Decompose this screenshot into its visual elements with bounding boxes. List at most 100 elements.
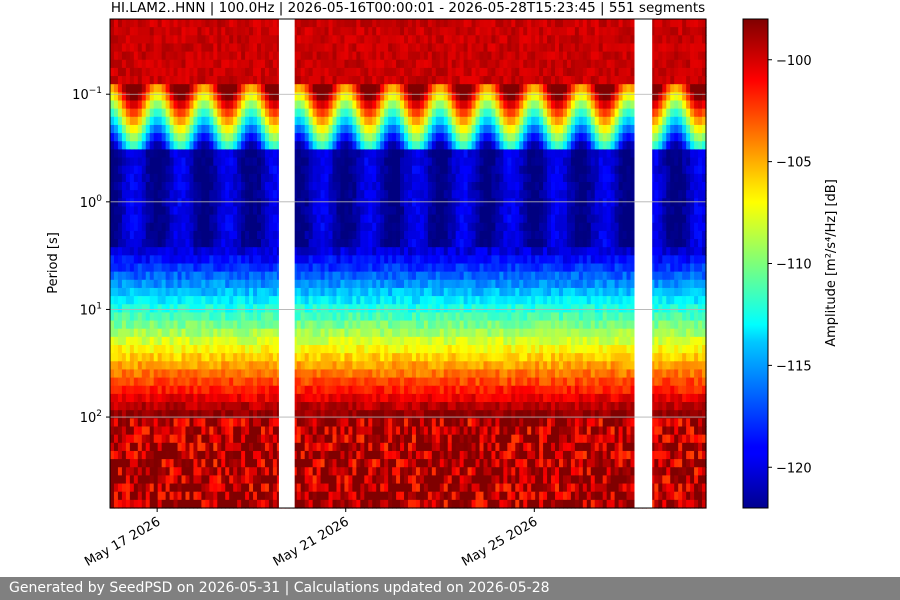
heatmap-cell: [161, 230, 167, 240]
heatmap-cell: [690, 239, 695, 248]
heatmap-cell: [141, 157, 147, 167]
heatmap-cell: [296, 51, 302, 61]
heatmap-cell: [483, 108, 489, 118]
heatmap-cell: [149, 100, 155, 110]
heatmap-cell: [292, 165, 298, 175]
heatmap-cell: [217, 173, 222, 183]
heatmap-cell: [527, 92, 532, 102]
heatmap-cell: [566, 27, 572, 36]
heatmap-cell: [117, 19, 123, 28]
heatmap-cell: [253, 67, 258, 77]
heatmap-cell: [133, 287, 139, 297]
heatmap-cell: [237, 182, 242, 191]
heatmap-cell: [332, 19, 338, 28]
heatmap-cell: [388, 173, 393, 183]
heatmap-cell: [686, 76, 691, 85]
heatmap-cell: [392, 100, 397, 110]
heatmap-cell: [539, 67, 544, 77]
heatmap-cell: [149, 108, 155, 118]
heatmap-cell: [562, 263, 568, 273]
heatmap-cell: [348, 198, 353, 208]
heatmap-cell: [427, 27, 433, 36]
heatmap-cell: [113, 100, 119, 110]
heatmap-cell: [666, 100, 671, 110]
heatmap-cell: [682, 108, 687, 118]
heatmap-cell: [491, 59, 497, 69]
heatmap-cell: [308, 271, 314, 281]
heatmap-cell: [372, 124, 377, 134]
heatmap-cell: [312, 157, 318, 167]
heatmap-cell: [447, 100, 453, 110]
heatmap-cell: [491, 19, 497, 28]
heatmap-cell: [666, 173, 671, 183]
heatmap-cell: [233, 255, 238, 265]
heatmap-cell: [141, 108, 147, 118]
heatmap-cell: [400, 271, 405, 281]
heatmap-cell: [511, 67, 516, 77]
heatmap-cell: [257, 84, 262, 93]
heatmap-cell: [483, 124, 489, 134]
heatmap-cell: [602, 116, 608, 126]
heatmap-cell: [272, 27, 278, 36]
heatmap-cell: [451, 149, 457, 159]
heatmap-cell: [229, 92, 234, 102]
heatmap-cell: [543, 182, 548, 191]
heatmap-cell: [690, 76, 695, 85]
heatmap-cell: [463, 173, 469, 183]
heatmap-cell: [503, 190, 508, 199]
heatmap-cell: [121, 247, 127, 256]
heatmap-cell: [419, 116, 425, 126]
heatmap-cell: [149, 124, 155, 134]
heatmap-cell: [558, 190, 564, 199]
heatmap-cell: [566, 76, 572, 85]
heatmap-cell: [594, 271, 600, 281]
heatmap-cell: [487, 108, 493, 118]
heatmap-cell: [590, 206, 596, 216]
heatmap-cell: [384, 76, 389, 85]
heatmap-cell: [435, 67, 441, 77]
heatmap-cell: [558, 198, 564, 208]
heatmap-cell: [666, 59, 671, 69]
heatmap-cell: [292, 239, 298, 248]
heatmap-cell: [686, 198, 691, 208]
heatmap-cell: [296, 198, 302, 208]
heatmap-cell: [666, 124, 671, 134]
heatmap-cell: [300, 100, 306, 110]
heatmap-cell: [590, 35, 596, 45]
heatmap-cell: [225, 239, 230, 248]
heatmap-cell: [702, 51, 707, 61]
heatmap-cell: [316, 239, 322, 248]
heatmap-cell: [213, 182, 218, 191]
heatmap-cell: [125, 222, 131, 232]
heatmap-cell: [308, 279, 314, 289]
heatmap-cell: [654, 19, 659, 28]
heatmap-cell: [419, 51, 425, 61]
heatmap-cell: [141, 230, 147, 240]
heatmap-cell: [590, 165, 596, 175]
heatmap-cell: [459, 279, 465, 289]
heatmap-cell: [555, 230, 560, 240]
heatmap-cell: [264, 108, 270, 118]
heatmap-cell: [272, 35, 278, 45]
heatmap-cell: [304, 59, 310, 69]
heatmap-cell: [586, 198, 592, 208]
heatmap-cell: [531, 27, 536, 36]
heatmap-cell: [471, 230, 477, 240]
heatmap-cell: [257, 271, 262, 281]
heatmap-cell: [141, 19, 147, 28]
heatmap-cell: [221, 255, 226, 265]
heatmap-cell: [686, 116, 691, 126]
heatmap-cell: [133, 108, 139, 118]
heatmap-cell: [443, 230, 449, 240]
heatmap-cell: [400, 198, 405, 208]
heatmap-cell: [618, 59, 624, 69]
heatmap-cell: [682, 59, 687, 69]
heatmap-cell: [392, 76, 397, 85]
heatmap-cell: [455, 198, 461, 208]
heatmap-cell: [253, 84, 258, 93]
heatmap-cell: [431, 198, 437, 208]
heatmap-cell: [129, 116, 135, 126]
heatmap-cell: [308, 51, 314, 61]
heatmap-cell: [249, 165, 254, 175]
heatmap-cell: [439, 59, 445, 69]
